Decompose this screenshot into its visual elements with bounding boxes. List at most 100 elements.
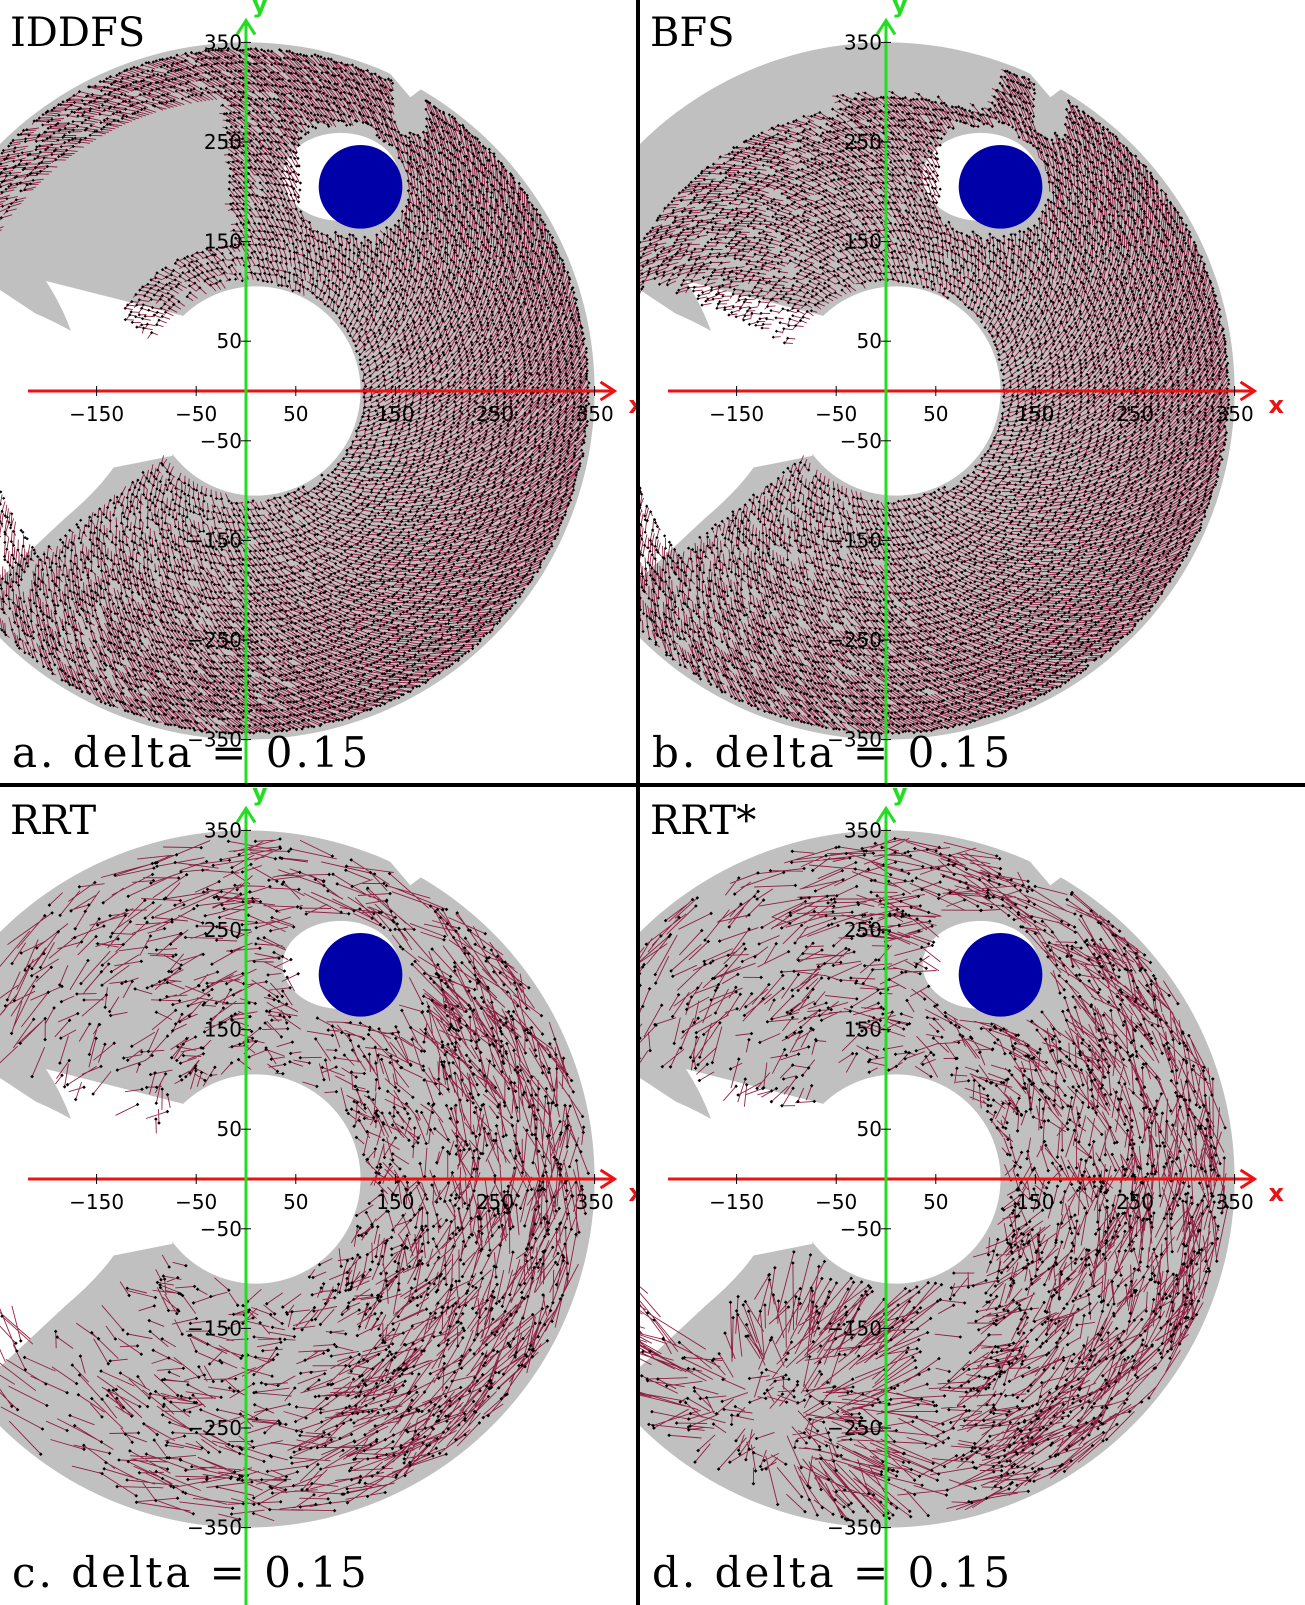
y-axis [235,805,257,1605]
panel-caption: b. delta = 0.15 [652,728,1013,777]
y-tick-label: 50 [217,329,242,353]
x-tick-label: −50 [815,1190,857,1214]
obstacle-circle [958,932,1043,1017]
y-tick-label: 150 [844,230,882,254]
y-tick-label: −250 [827,1416,882,1440]
y-tick-label: 350 [204,30,242,54]
panel-d-rrt-star: x y −150 −50 50 150 250 350 350 250 150 50 −50 −150 −2… [640,788,1305,1605]
x-tick-label: −150 [69,402,124,426]
y-tick-label: −50 [840,1217,882,1241]
workspace-mouth [46,1069,183,1269]
x-tick-label: 50 [923,402,948,426]
x-tick-label: −150 [709,402,764,426]
panel-b-svg: x y −150 −50 50 150 250 350 350 250 150 50 −50 −150 −2… [640,0,1285,785]
workspace-mouth [686,281,823,481]
x-tick-label: 250 [476,1190,514,1214]
x-axis [668,1168,1258,1190]
search-tree [0,46,591,735]
y-tick-label: 150 [844,1018,882,1042]
tree-edges [640,837,1228,1523]
rim-notch [380,840,431,886]
search-tree [640,836,1230,1524]
x-axis-label: x [629,1179,637,1207]
y-axis [875,805,897,1605]
y-tick-label: −350 [827,1516,882,1540]
panel-caption: d. delta = 0.15 [652,1548,1013,1597]
panel-title: IDDFS [10,10,145,56]
y-axis-label: y [252,0,268,18]
panel-title: RRT* [650,798,756,844]
x-axis [668,380,1258,402]
panel-d-svg: x y −150 −50 50 150 250 350 350 250 150 50 −50 −150 −2… [640,788,1285,1605]
workspace-mouth [686,1069,823,1269]
y-tick-label: −150 [187,1316,242,1340]
horizontal-divider [0,783,1305,787]
x-tick-label: 50 [283,1190,308,1214]
y-tick-label: 350 [204,818,242,842]
x-axis [28,1168,618,1190]
x-tick-label: 250 [1116,402,1154,426]
x-tick-label: 150 [1016,1190,1054,1214]
x-tick-label: 150 [376,402,414,426]
y-tick-label: −250 [187,1416,242,1440]
y-tick-label: 50 [857,329,882,353]
obstacle-circle [318,932,403,1017]
tree-nodes [640,69,1231,736]
x-tick-label: 350 [1216,402,1254,426]
search-tree [640,68,1231,736]
tree-edges [0,48,590,734]
y-tick-label: 250 [204,130,242,154]
vertical-divider [636,0,640,1605]
x-tick-label: −50 [175,402,217,426]
y-tick-label: −250 [827,628,882,652]
rim-notch [1020,840,1071,886]
rim-notch [380,52,431,98]
panel-title: BFS [650,10,735,56]
x-tick-label: −150 [709,1190,764,1214]
y-axis-label: y [252,788,268,806]
x-tick-label: 250 [476,402,514,426]
y-tick-label: 50 [217,1117,242,1141]
x-axis-label: x [1269,1179,1285,1207]
tree-nodes [640,836,1230,1524]
rim-notch [1020,52,1071,98]
search-tree [0,837,591,1522]
y-tick-label: 150 [204,230,242,254]
y-tick-label: 150 [204,1018,242,1042]
panel-c-svg: x y −150 −50 50 150 250 350 350 250 150 50 −50 −150 −2… [0,788,637,1605]
x-tick-label: −50 [175,1190,217,1214]
y-tick-label: 350 [844,818,882,842]
x-tick-label: 150 [376,1190,414,1214]
workspace-mouth [46,281,183,481]
panel-a-iddfs: x y −150 −50 50 150 250 350 350 250 150 50 −50 −150 −2… [0,0,637,785]
y-tick-label: −50 [200,1217,242,1241]
tree-nodes [0,46,591,735]
x-tick-label: 250 [1116,1190,1154,1214]
y-axis-label: y [892,788,908,806]
x-axis-label: x [1269,391,1285,419]
y-tick-label: 250 [844,918,882,942]
panel-c-rrt: x y −150 −50 50 150 250 350 350 250 150 50 −50 −150 −2… [0,788,637,1605]
y-tick-label: 250 [844,130,882,154]
y-tick-label: 250 [204,918,242,942]
y-axis [235,17,257,785]
y-tick-label: −150 [187,528,242,552]
x-tick-label: 50 [923,1190,948,1214]
y-tick-label: −350 [187,728,242,752]
y-tick-label: 50 [857,1117,882,1141]
y-tick-label: −350 [187,1516,242,1540]
panel-caption: a. delta = 0.15 [12,728,371,777]
y-tick-label: −50 [840,429,882,453]
panel-title: RRT [10,798,97,844]
panel-caption: c. delta = 0.15 [12,1548,370,1597]
panel-a-svg: x y −150 −50 50 150 250 350 350 250 150 50 −50 −150 −2… [0,0,637,785]
y-axis-label: y [892,0,908,18]
y-tick-label: −150 [827,528,882,552]
obstacle-circle [318,144,403,229]
x-tick-label: −150 [69,1190,124,1214]
x-axis [28,380,618,402]
x-tick-label: 50 [283,402,308,426]
obstacle-circle [958,144,1043,229]
x-tick-label: 350 [576,402,614,426]
